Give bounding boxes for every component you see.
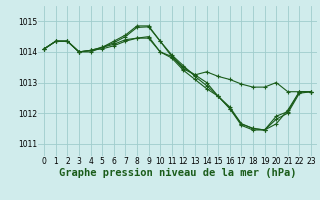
X-axis label: Graphe pression niveau de la mer (hPa): Graphe pression niveau de la mer (hPa) (59, 168, 296, 178)
